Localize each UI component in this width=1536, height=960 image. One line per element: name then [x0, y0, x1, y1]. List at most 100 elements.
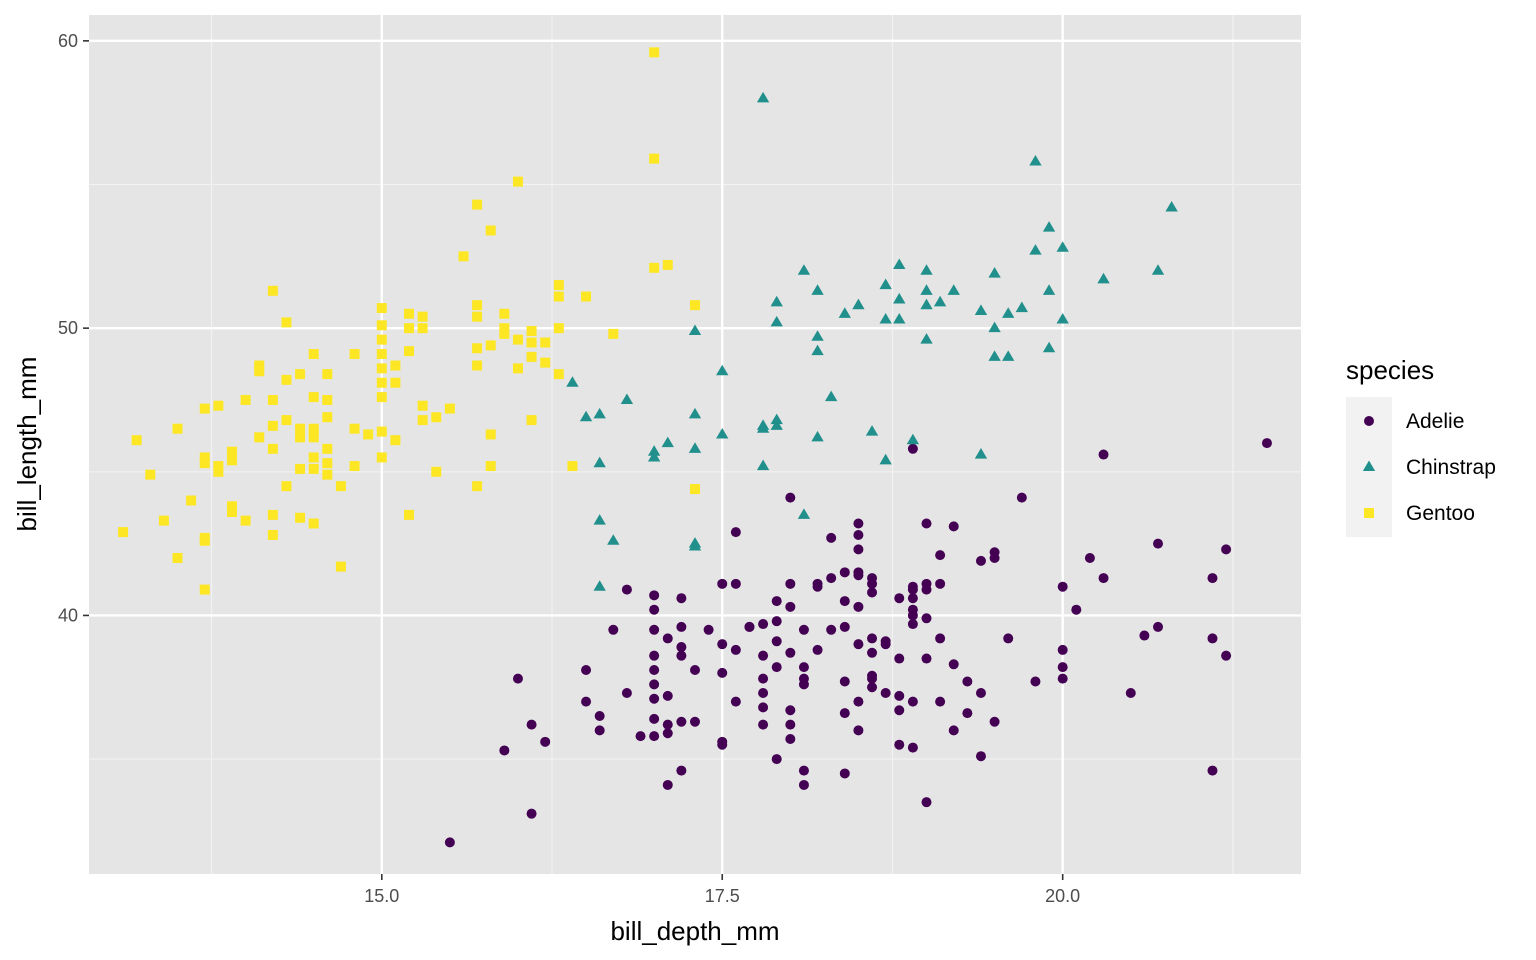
gentoo-point: [158, 515, 169, 526]
adelie-point: [826, 573, 837, 584]
chinstrap-point: [593, 456, 606, 468]
adelie-point: [690, 716, 700, 727]
gentoo-point: [472, 481, 483, 492]
adelie-point: [771, 616, 782, 627]
adelie-point: [907, 696, 918, 707]
chinstrap-point: [770, 419, 783, 430]
chinstrap-point: [879, 313, 892, 324]
adelie-point: [717, 667, 728, 678]
adelie-point: [798, 779, 809, 790]
chinstrap-point: [974, 304, 988, 315]
chinstrap-point: [1151, 264, 1165, 275]
adelie-point: [649, 650, 660, 661]
chinstrap-point: [593, 580, 606, 591]
gentoo-point: [322, 458, 333, 469]
adelie-point: [989, 716, 1000, 727]
adelie-point: [649, 731, 660, 742]
adelie-point: [907, 604, 918, 615]
adelie-point: [880, 636, 891, 647]
adelie-point: [1139, 630, 1150, 641]
gentoo-point: [512, 334, 523, 345]
x-axis: 15.0 17.5 20.0: [364, 874, 1080, 906]
chinstrap-point: [566, 376, 579, 387]
gentoo-point: [404, 346, 415, 357]
gentoo-point: [376, 349, 387, 360]
adelie-point: [975, 688, 986, 699]
adelie-point: [676, 765, 687, 776]
adelie-point: [676, 716, 687, 727]
adelie-point: [907, 742, 918, 753]
adelie-point: [1016, 492, 1027, 503]
chinstrap-point: [988, 350, 1001, 361]
gentoo-point: [485, 225, 496, 236]
x-tick-label: 17.5: [705, 886, 740, 906]
adelie-point: [907, 593, 918, 604]
chinstrap-point: [770, 315, 783, 327]
adelie-point: [676, 621, 687, 632]
adelie-point: [1221, 650, 1232, 661]
adelie-point: [798, 662, 809, 673]
adelie-point: [962, 708, 973, 719]
adelie-point: [948, 725, 959, 736]
adelie-point: [499, 745, 510, 756]
adelie-point: [717, 739, 728, 750]
gentoo-point: [322, 469, 333, 480]
y-tick-label: 50: [58, 318, 78, 338]
adelie-point: [880, 688, 891, 699]
adelie-point: [921, 653, 932, 664]
adelie-point: [921, 518, 932, 529]
gentoo-point: [390, 435, 401, 446]
chinstrap-point: [688, 539, 702, 551]
adelie-point: [662, 690, 673, 701]
gentoo-point: [267, 509, 278, 520]
gentoo-point: [199, 535, 210, 546]
adelie-point: [649, 590, 660, 601]
adelie-point: [839, 621, 850, 632]
gentoo-point: [376, 452, 387, 463]
adelie-point: [676, 650, 687, 661]
adelie-point: [894, 690, 905, 701]
gentoo-point: [308, 426, 319, 437]
adelie-point: [649, 693, 660, 704]
adelie-point: [703, 624, 714, 635]
gentoo-point: [458, 251, 469, 262]
gentoo-point: [472, 343, 483, 354]
adelie-point: [853, 567, 864, 578]
adelie-point: [676, 593, 687, 604]
adelie-point: [839, 567, 850, 578]
y-axis-title: bill_length_mm: [12, 357, 42, 532]
gentoo-point: [254, 432, 265, 443]
adelie-point: [798, 765, 809, 776]
chinstrap-point: [593, 407, 606, 419]
chinstrap-point: [647, 450, 661, 462]
gentoo-point: [553, 291, 564, 302]
adelie-point: [594, 710, 605, 721]
gentoo-point: [322, 394, 333, 405]
adelie-point: [1057, 673, 1068, 684]
gentoo-point: [349, 461, 360, 472]
gentoo-point: [376, 426, 387, 437]
gentoo-point: [281, 317, 292, 328]
gentoo-point: [417, 415, 428, 426]
y-tick-label: 60: [58, 31, 78, 51]
y-axis: 40 50 60: [58, 31, 89, 625]
legend-title: species: [1346, 355, 1434, 385]
adelie-point: [512, 673, 523, 684]
adelie-point: [526, 719, 537, 730]
gentoo-point: [376, 377, 387, 388]
chinstrap-point: [811, 284, 824, 295]
gentoo-point: [431, 412, 442, 423]
adelie-point: [907, 619, 918, 630]
chinstrap-point: [620, 393, 634, 404]
adelie-point: [1057, 581, 1068, 592]
adelie-point: [812, 644, 823, 655]
gentoo-point: [390, 360, 401, 371]
chinstrap-point: [906, 433, 920, 445]
gentoo-point: [240, 394, 251, 405]
adelie-point: [594, 725, 605, 736]
adelie-point: [771, 636, 782, 647]
adelie-point: [526, 808, 537, 819]
adelie-point: [853, 725, 864, 736]
gentoo-point: [417, 400, 428, 411]
